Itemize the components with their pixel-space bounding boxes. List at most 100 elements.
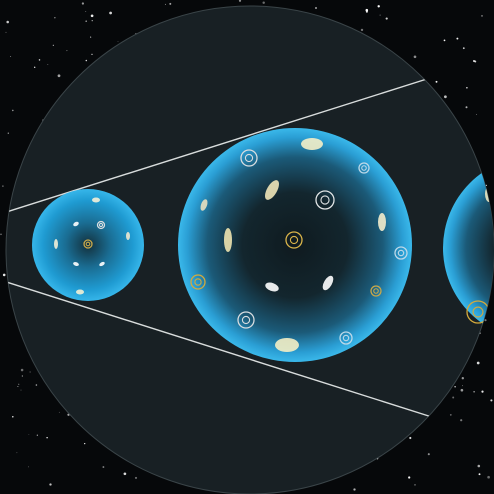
star [38, 59, 41, 61]
spiral-galaxy-core [342, 334, 350, 342]
star [117, 41, 119, 42]
galaxy [301, 138, 323, 150]
star [487, 475, 490, 479]
galaxy [73, 221, 79, 227]
star [238, 0, 242, 2]
spiral-galaxy-core [397, 249, 405, 257]
spiral-galaxy-core [320, 195, 330, 205]
star [460, 419, 463, 422]
star [2, 185, 4, 187]
spiral-galaxy [394, 246, 408, 260]
star [17, 386, 19, 387]
star [47, 64, 49, 66]
star [21, 375, 23, 377]
star [449, 414, 452, 416]
star [462, 385, 463, 387]
star [134, 476, 138, 479]
galaxy [265, 180, 279, 200]
galaxies [54, 138, 493, 352]
star [379, 14, 381, 16]
star [91, 20, 93, 22]
spiral-galaxy-core [98, 222, 104, 228]
galaxy [92, 197, 100, 203]
star [465, 106, 468, 109]
spiral-galaxy [370, 285, 382, 297]
spiral-galaxy [237, 311, 255, 329]
spiral-galaxy [285, 231, 303, 249]
star [49, 483, 52, 486]
star [462, 47, 465, 50]
star [16, 452, 18, 454]
star [85, 59, 88, 62]
spiral-galaxy [339, 331, 353, 345]
galaxy [275, 338, 299, 352]
star [66, 50, 68, 52]
star [2, 273, 6, 277]
galaxy [265, 282, 279, 292]
star [7, 132, 9, 134]
star [427, 453, 430, 456]
star [476, 361, 480, 365]
star [12, 415, 14, 418]
star [409, 436, 412, 440]
galaxy [126, 232, 130, 240]
star [365, 10, 368, 13]
star [28, 466, 29, 468]
star [0, 233, 2, 236]
galaxy [378, 213, 386, 231]
star [485, 184, 487, 186]
star [6, 20, 9, 24]
star [490, 399, 493, 402]
star [377, 5, 380, 8]
galaxy [322, 275, 334, 291]
star [164, 3, 166, 5]
star [85, 11, 87, 12]
star [444, 95, 447, 99]
star [456, 37, 459, 40]
small-universe-sphere [32, 189, 144, 301]
galaxy [99, 261, 105, 267]
star [28, 434, 30, 435]
star [20, 389, 22, 391]
star [36, 434, 38, 436]
star [35, 384, 38, 386]
star [58, 411, 60, 413]
star [314, 6, 318, 10]
star [85, 20, 87, 23]
star [454, 386, 456, 388]
star [473, 391, 475, 393]
spiral-galaxy [358, 162, 370, 174]
disc-content [6, 77, 494, 419]
galaxy [224, 228, 232, 252]
star [52, 44, 54, 46]
star [262, 1, 265, 4]
star [54, 17, 56, 19]
star [472, 59, 476, 63]
star [461, 377, 464, 380]
star [413, 55, 417, 59]
star [460, 388, 464, 392]
spiral-galaxy-core [373, 288, 379, 294]
cone-line-bottom [6, 279, 436, 419]
spiral-galaxy-core [241, 315, 251, 325]
star [57, 74, 61, 78]
star [18, 383, 20, 385]
star [123, 472, 127, 476]
star [414, 484, 416, 486]
star [443, 39, 446, 42]
star [109, 11, 112, 15]
star [81, 2, 85, 5]
galaxy [73, 262, 79, 266]
spiral-galaxy-core [361, 165, 367, 171]
star [46, 437, 48, 439]
spiral-galaxy [240, 149, 258, 167]
star [34, 66, 36, 68]
star [84, 442, 86, 445]
cone-line-top [6, 77, 431, 215]
star [102, 466, 105, 468]
star [169, 2, 172, 5]
star [435, 80, 438, 83]
star [452, 396, 455, 399]
